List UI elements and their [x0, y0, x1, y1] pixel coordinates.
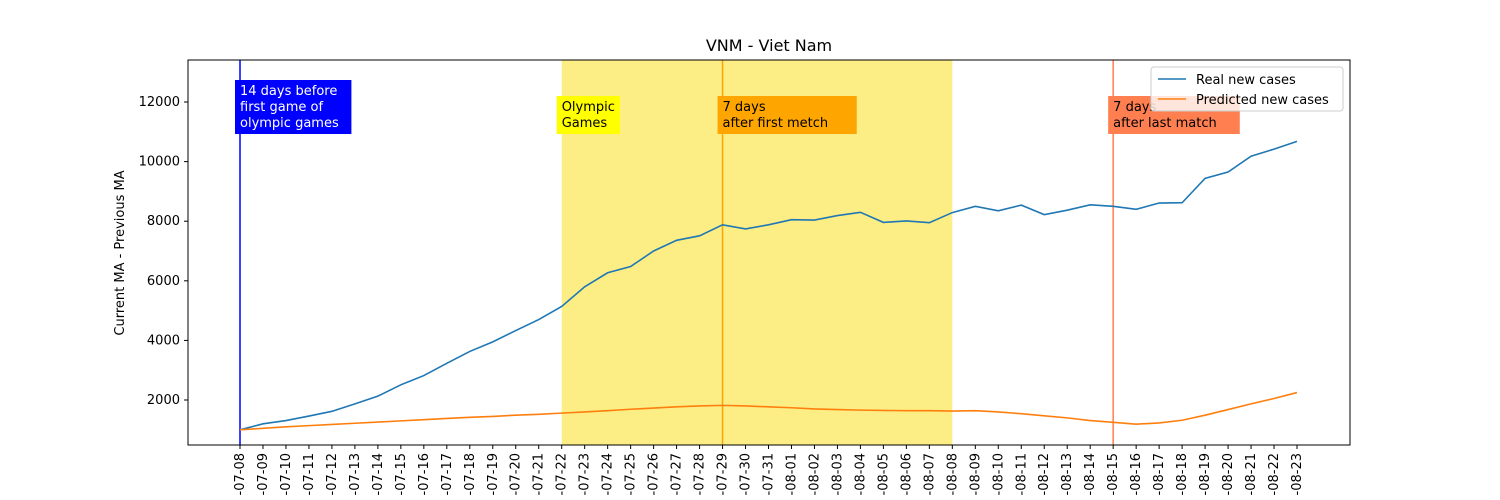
x-tick-label: -08-09 [968, 453, 983, 495]
x-tick-label: -07-21 [532, 453, 547, 495]
x-tick-label: -08-23 [1290, 453, 1305, 495]
annotation-box [717, 96, 857, 134]
y-tick-label: 10000 [139, 155, 180, 170]
x-tick-label: -08-22 [1267, 453, 1282, 495]
x-tick-label: -08-08 [945, 453, 960, 495]
x-tick-label: -07-22 [555, 453, 570, 495]
y-tick-label: 4000 [147, 333, 180, 348]
x-tick-label: -07-19 [486, 453, 501, 495]
legend-label: Predicted new cases [1196, 93, 1329, 108]
y-axis-label: Current MA - Previous MA [113, 170, 128, 335]
annotation-line-text: 7 days [723, 100, 766, 115]
x-tick-label: -08-19 [1198, 453, 1213, 495]
x-tick-label: -07-18 [463, 453, 478, 495]
annotation-line-text: after first metch [723, 116, 829, 131]
x-tick-label: -07-10 [279, 453, 294, 495]
y-tick-label: 6000 [147, 274, 180, 289]
annotation-line-text: after last match [1113, 116, 1217, 131]
x-tick-label: -07-31 [762, 453, 777, 495]
annotation-box [235, 80, 352, 134]
x-tick-label: -07-24 [601, 453, 616, 495]
x-tick-label: -08-11 [1014, 453, 1029, 495]
x-tick-label: -07-08 [233, 453, 248, 495]
annotation-text: Olympic Games [562, 100, 615, 131]
y-tick-label: 12000 [139, 95, 180, 110]
x-tick-label: -07-09 [256, 453, 271, 495]
x-tick-label: -07-26 [647, 453, 662, 495]
x-tick-label: -08-10 [991, 453, 1006, 495]
x-tick-label: -08-13 [1060, 453, 1075, 495]
x-tick-label: -07-11 [302, 453, 317, 495]
x-tick-label: -08-02 [807, 453, 822, 495]
x-tick-label: -07-29 [716, 453, 731, 495]
x-tick-label: -08-06 [899, 453, 914, 495]
x-tick-label: -08-21 [1244, 453, 1259, 495]
x-tick-label: -08-18 [1175, 453, 1190, 495]
x-tick-label: -07-13 [348, 453, 363, 495]
x-tick-label: -07-23 [578, 453, 593, 495]
annotation-line-text: 14 days before [240, 84, 337, 99]
x-tick-label: -08-12 [1037, 453, 1052, 495]
chart-title: VNM - Viet Nam [706, 36, 832, 55]
x-tick-label: -07-14 [371, 453, 386, 495]
x-tick-label: -08-04 [853, 453, 868, 495]
x-tick-label: -07-27 [670, 453, 685, 495]
annotation-line-text: first game of [240, 100, 324, 115]
y-tick-label: 8000 [147, 214, 180, 229]
data-line [239, 140, 1298, 431]
x-tick-label: -08-20 [1221, 453, 1236, 495]
annotation-line-text: Games [562, 116, 608, 131]
y-tick-label: 2000 [147, 393, 180, 408]
x-tick-label: -08-03 [830, 453, 845, 495]
x-tick-label: -08-05 [876, 453, 891, 495]
x-tick-label: -08-07 [922, 453, 937, 495]
x-tick-label: -07-20 [509, 453, 524, 495]
x-tick-label: -08-17 [1152, 453, 1167, 495]
annotation-line-text: olympic games [240, 116, 339, 131]
annotation-line-text: Olympic [562, 100, 615, 115]
x-tick-label: -07-28 [693, 453, 708, 495]
annotation-line-text: 7 days [1113, 100, 1156, 115]
x-tick-label: -07-12 [325, 453, 340, 495]
annotation-text: 14 days before first game of olympic games [240, 84, 339, 131]
x-tick-label: -08-01 [784, 453, 799, 495]
data-line [239, 391, 1298, 431]
x-tick-label: -07-30 [739, 453, 754, 495]
x-tick-label: -07-16 [417, 453, 432, 495]
legend-label: Real new cases [1196, 73, 1296, 88]
legend-box [1150, 66, 1344, 112]
x-tick-label: -08-16 [1129, 453, 1144, 495]
x-tick-label: -08-15 [1106, 453, 1121, 495]
annotation-box [556, 96, 620, 134]
x-tick-label: -07-25 [624, 453, 639, 495]
x-tick-label: -08-14 [1083, 453, 1098, 495]
x-tick-label: -07-17 [440, 453, 455, 495]
x-tick-label: -07-15 [394, 453, 409, 495]
annotation-text: 7 days after last match [1113, 100, 1217, 131]
annotation-text: 7 days after first metch [723, 100, 829, 131]
